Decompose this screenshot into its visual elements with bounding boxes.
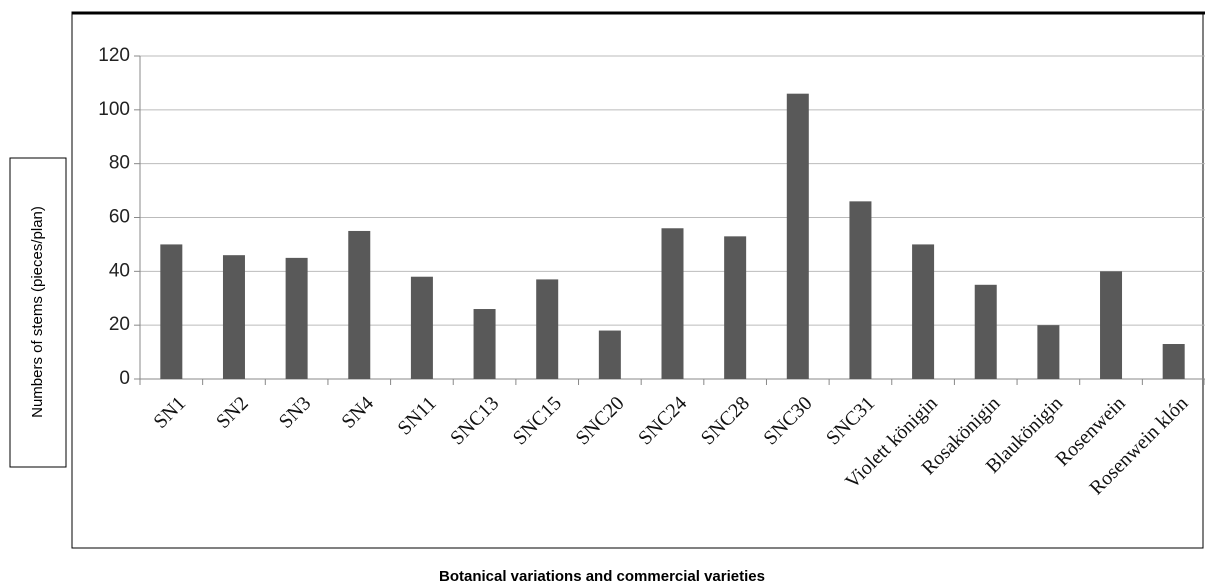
bar: [849, 201, 872, 379]
y-tick-label: 80: [109, 153, 130, 174]
bar: [724, 236, 747, 379]
bar: [1162, 344, 1185, 379]
x-axis-label: Botanical variations and commercial vari…: [439, 568, 765, 585]
bar: [536, 279, 559, 379]
y-axis-label: Numbers of stems (pieces/plan): [29, 206, 46, 418]
y-tick-label: 20: [109, 314, 130, 335]
y-tick-label: 40: [109, 260, 130, 281]
plot-frame: [71, 11, 1204, 549]
y-tick-label: 120: [98, 45, 130, 66]
bar: [1100, 271, 1123, 379]
bar: [786, 93, 809, 379]
bar: [348, 230, 371, 379]
bar: [285, 257, 308, 379]
bar: [473, 309, 496, 379]
bar: [598, 330, 621, 379]
y-tick-label: 60: [109, 207, 130, 228]
bar: [222, 255, 245, 379]
bar: [1037, 325, 1060, 379]
bar: [160, 244, 183, 379]
bar: [410, 276, 433, 379]
bar: [974, 284, 997, 379]
y-tick-label: 100: [98, 99, 130, 120]
y-tick-label: 0: [119, 368, 130, 389]
y-label-box: [9, 157, 67, 468]
bar: [912, 244, 935, 379]
bar: [661, 228, 684, 379]
